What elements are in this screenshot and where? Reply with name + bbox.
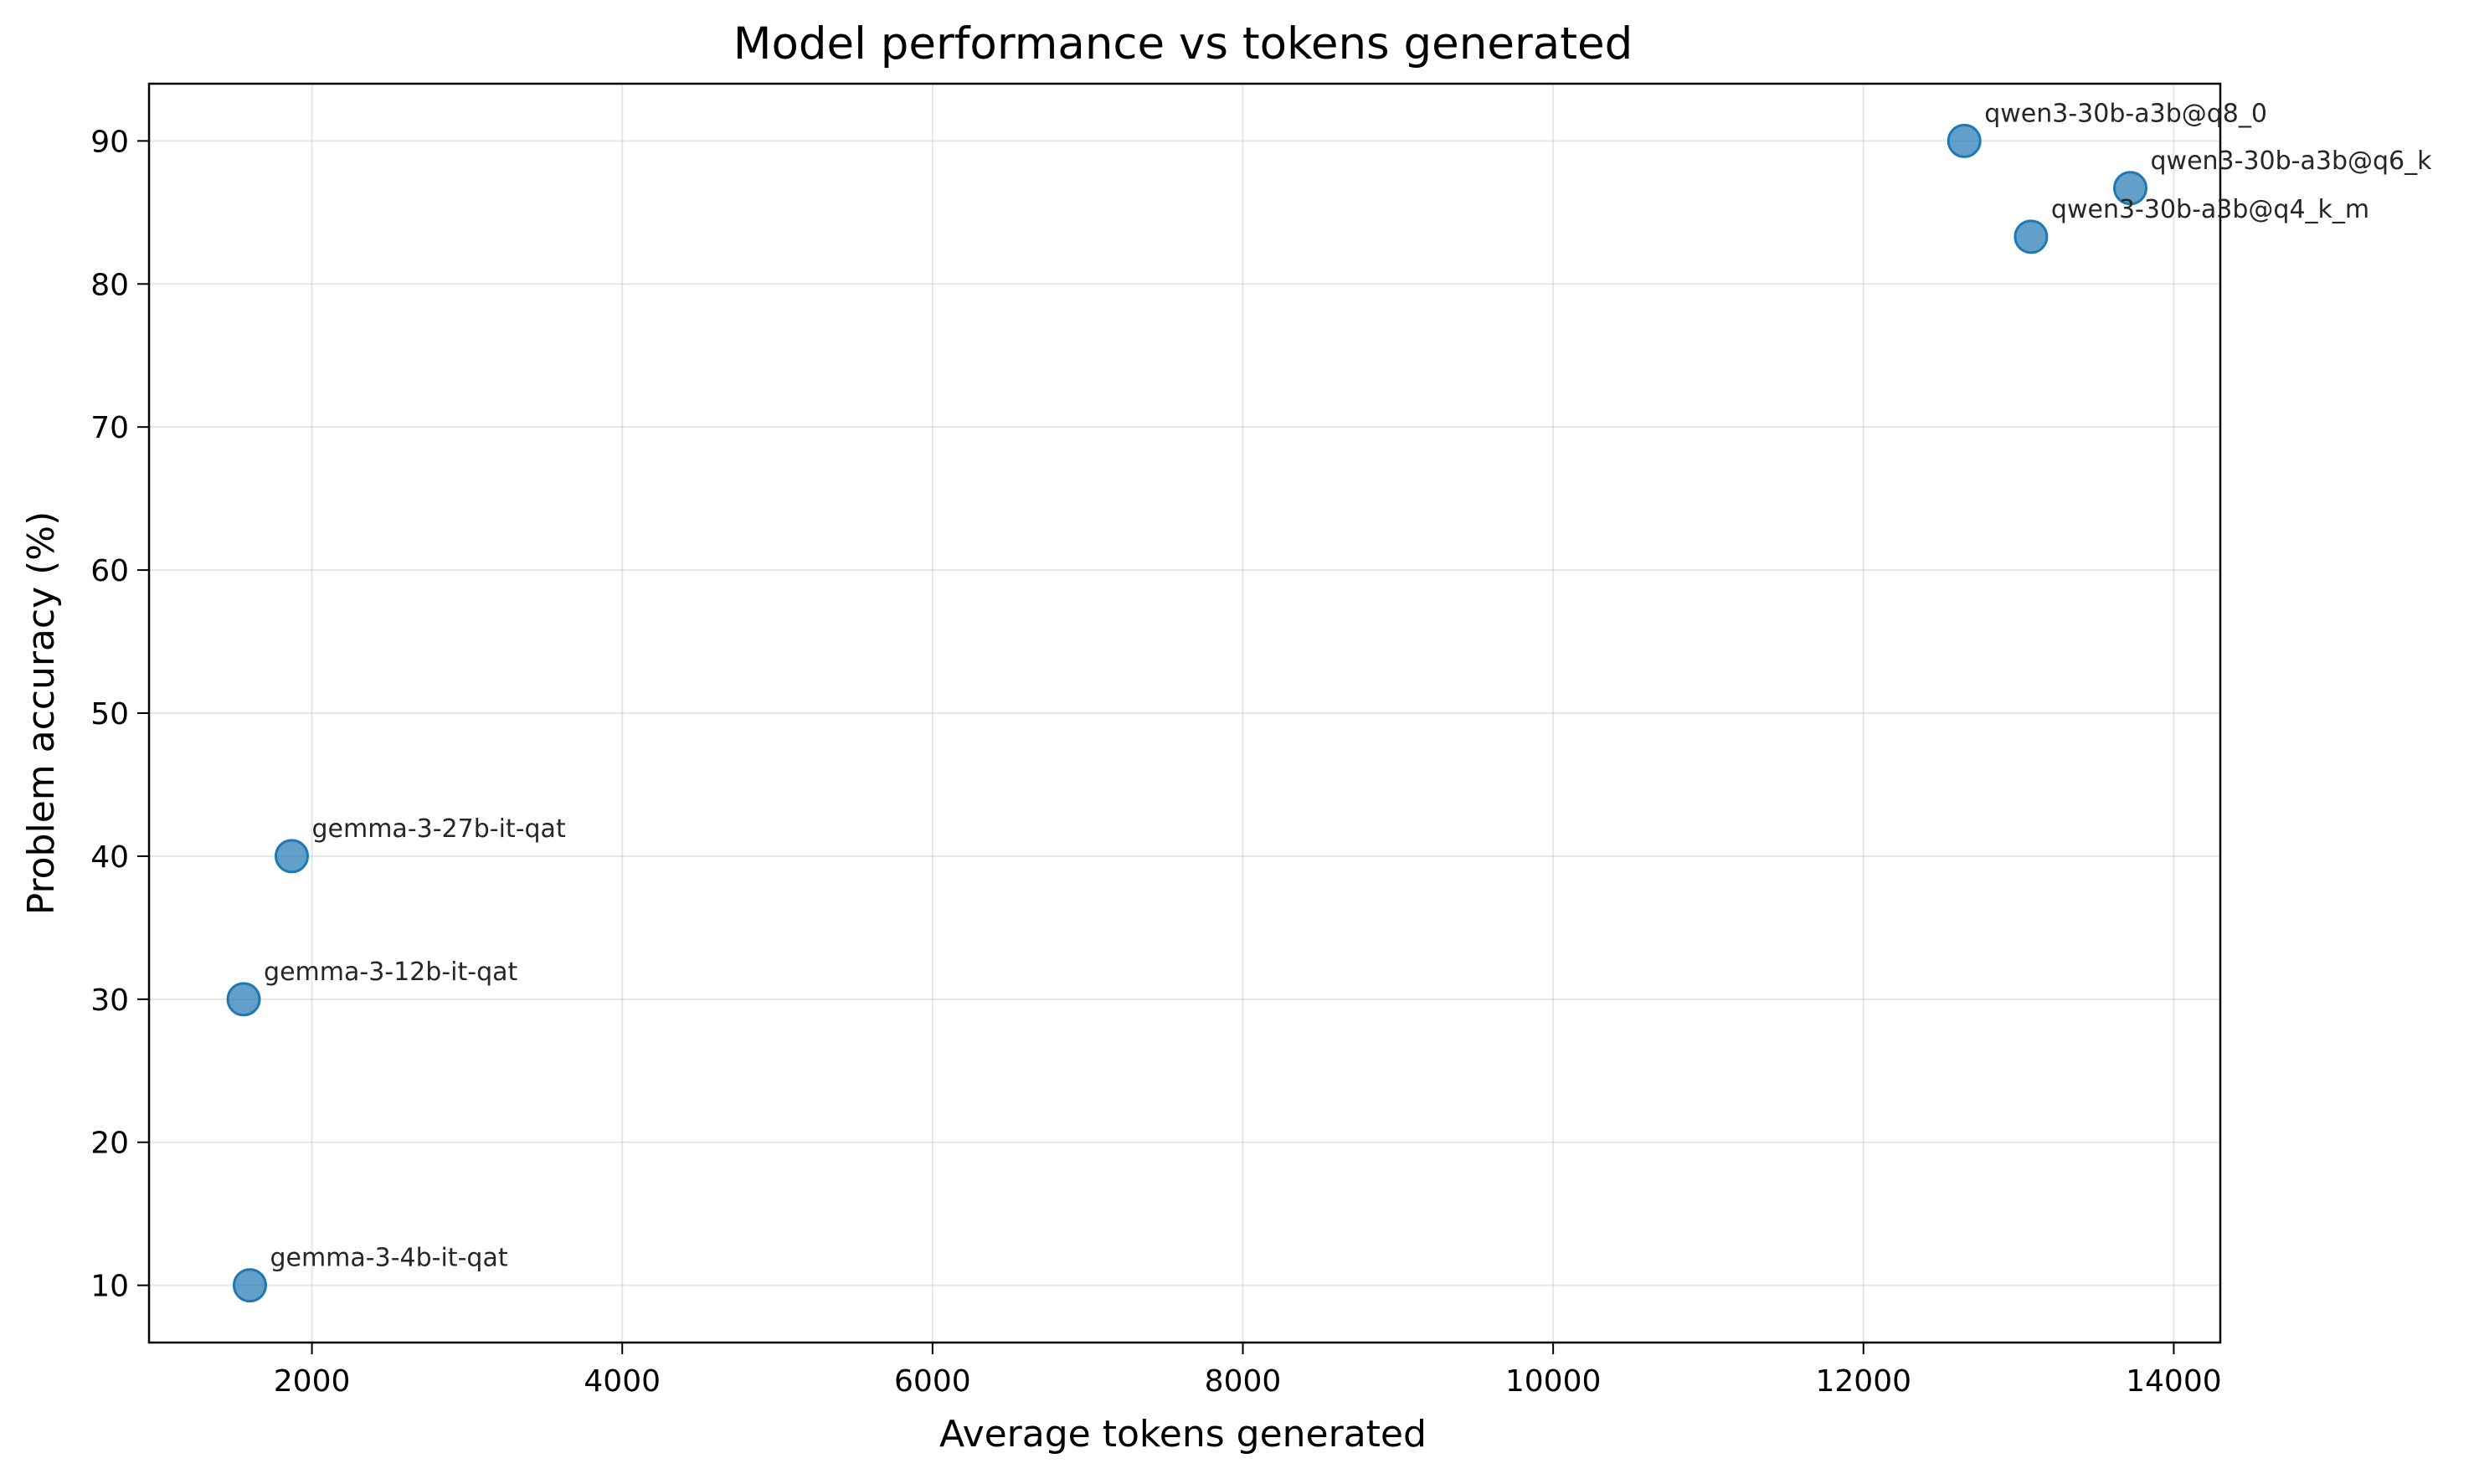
y-tick-label: 80 — [90, 268, 129, 302]
data-point — [232, 1268, 267, 1303]
x-tick-label: 12000 — [1816, 1364, 1912, 1399]
x-tick-label: 10000 — [1505, 1364, 1602, 1399]
data-point-label: qwen3-30b-a3b@q8_0 — [1984, 99, 2267, 128]
data-point-label: qwen3-30b-a3b@q4_k_m — [2051, 195, 2369, 224]
x-tick-label: 6000 — [894, 1364, 971, 1399]
x-tick-label: 4000 — [584, 1364, 661, 1399]
grid — [149, 84, 2220, 1343]
y-tick-label: 30 — [90, 983, 129, 1018]
data-point — [226, 982, 261, 1017]
data-point-label: qwen3-30b-a3b@q6_k — [2151, 146, 2433, 176]
x-axis-label: Average tokens generated — [939, 1413, 1427, 1456]
y-tick-label: 90 — [90, 125, 129, 159]
chart-title: Model performance vs tokens generated — [733, 18, 1633, 69]
y-tick-label: 50 — [90, 697, 129, 732]
data-point-label: gemma-3-27b-it-qat — [311, 814, 565, 844]
y-tick-label: 20 — [90, 1127, 129, 1161]
x-tick-label: 2000 — [274, 1364, 351, 1399]
x-axis: 2000 4000 6000 8000 10000 12000 14000 — [274, 1343, 2222, 1399]
x-tick-label: 14000 — [2126, 1364, 2222, 1399]
data-point — [274, 839, 309, 874]
y-tick-label: 70 — [90, 411, 129, 445]
y-tick-label: 40 — [90, 840, 129, 875]
y-tick-label: 60 — [90, 554, 129, 588]
data-point-label: gemma-3-4b-it-qat — [270, 1244, 507, 1273]
y-axis: 10 20 30 40 50 60 70 80 90 — [90, 125, 149, 1304]
data-point-label: gemma-3-12b-it-qat — [264, 958, 517, 987]
data-point — [2113, 171, 2148, 206]
data-point — [2014, 219, 2049, 254]
x-tick-label: 8000 — [1205, 1364, 1282, 1399]
data-point — [1947, 123, 1982, 158]
data-points: qwen3-30b-a3b@q8_0 qwen3-30b-a3b@q6_kqwen… — [226, 99, 2433, 1303]
y-tick-label: 10 — [90, 1270, 129, 1304]
y-axis-label: Problem accuracy (%) — [20, 511, 63, 916]
